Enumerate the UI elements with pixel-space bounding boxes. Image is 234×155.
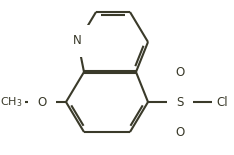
Text: N: N [73,35,81,47]
Text: S: S [176,95,184,108]
Text: O: O [175,66,185,78]
Text: O: O [175,126,185,139]
Text: O: O [37,95,47,108]
Text: CH$_3$: CH$_3$ [0,95,22,109]
Text: Cl: Cl [216,95,228,108]
